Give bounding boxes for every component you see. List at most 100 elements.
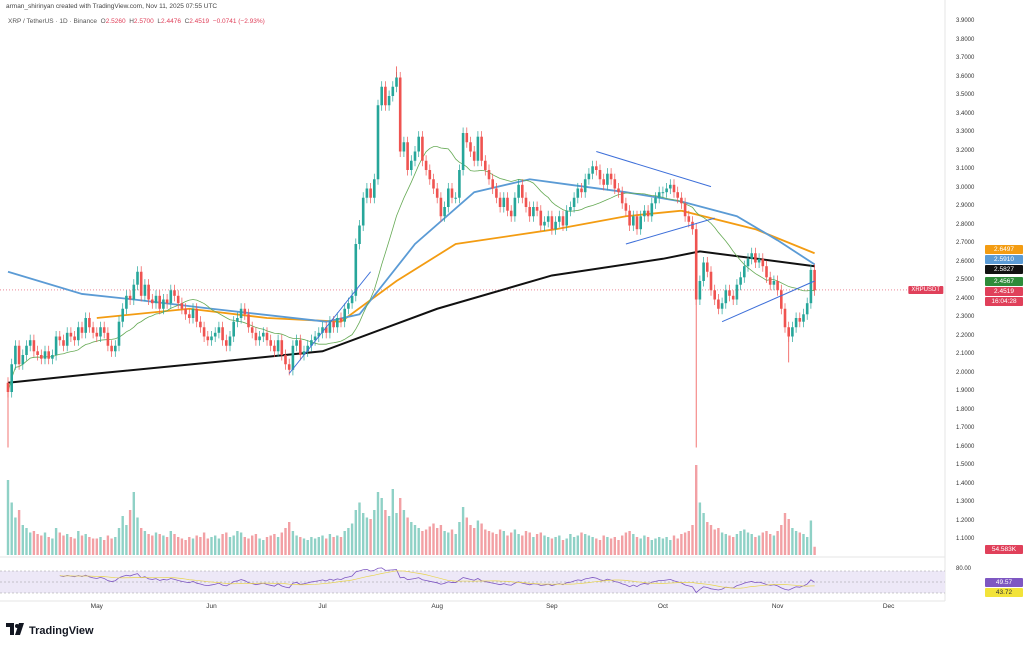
volume-bar: [84, 534, 87, 555]
volume-bar: [36, 534, 39, 555]
candle: [450, 188, 454, 198]
change-value: −0.0741 (−2.93%): [212, 18, 265, 25]
volume-bar: [280, 532, 283, 555]
volume-bar: [43, 532, 47, 555]
candle: [14, 345, 17, 365]
volume-bar: [665, 537, 668, 555]
volume-bar: [317, 537, 320, 555]
time-tick: Jul: [318, 603, 327, 610]
candle: [117, 321, 121, 346]
candle: [247, 314, 250, 328]
volume-bar: [754, 537, 757, 555]
rsi-level-label: 80.00: [956, 566, 972, 572]
price-tick: 3.1000: [956, 166, 975, 172]
volume-bar: [535, 534, 539, 555]
volume-bar: [273, 534, 276, 555]
price-tick: 3.6000: [956, 73, 975, 80]
candle: [602, 179, 605, 185]
candle: [624, 203, 628, 211]
volume-bar: [206, 538, 209, 555]
volume-bar: [587, 535, 591, 555]
candle: [91, 327, 95, 333]
volume-bar: [643, 535, 646, 555]
candle: [609, 173, 613, 180]
time-tick: Jun: [206, 603, 217, 610]
volume-bar: [221, 534, 224, 555]
volume-bar: [47, 537, 50, 555]
volume-bar: [735, 534, 739, 555]
volume-bar: [302, 538, 306, 555]
candle: [132, 284, 136, 300]
candle: [454, 197, 457, 199]
candle: [139, 271, 143, 296]
candle: [69, 332, 73, 337]
volume-bar: [532, 537, 535, 555]
candle: [654, 197, 657, 204]
volume-bar: [450, 529, 454, 555]
close-value: 2.4519: [189, 18, 210, 25]
volume-bar: [354, 510, 357, 555]
volume-bar: [632, 534, 635, 555]
candle: [332, 321, 335, 328]
candle: [169, 290, 173, 304]
candle: [143, 284, 147, 296]
candle: [232, 321, 235, 337]
candle: [313, 336, 317, 341]
candle: [754, 253, 757, 263]
trendline: [721, 280, 815, 323]
volume-bar: [402, 510, 406, 555]
high-value: 2.5700: [133, 18, 154, 25]
volume-bar: [465, 517, 468, 555]
price-tick: 1.8000: [956, 406, 975, 413]
candle: [646, 210, 650, 217]
volume-bar: [199, 537, 202, 555]
candle: [805, 303, 809, 315]
price-tick: 1.7000: [956, 425, 975, 431]
candle: [691, 221, 694, 230]
volume-bar: [547, 537, 550, 555]
volume-bar: [6, 480, 10, 555]
candle: [561, 216, 565, 226]
volume-bar: [410, 522, 413, 555]
candle: [635, 216, 639, 230]
candle: [310, 340, 313, 346]
volume-bar: [125, 525, 128, 555]
volume-bar: [598, 540, 602, 555]
volume-bar: [517, 534, 520, 555]
volume-bar: [114, 537, 117, 555]
candle: [350, 295, 354, 304]
volume-bar: [743, 529, 746, 555]
moving-average-line: [7, 178, 816, 323]
candle: [88, 318, 91, 328]
price-tick: 3.8000: [956, 36, 975, 43]
candle: [498, 197, 502, 207]
volume-bar: [395, 513, 398, 555]
volume-bar: [746, 532, 750, 555]
volume-bar: [572, 537, 576, 555]
volume-bar: [210, 537, 213, 555]
candle: [484, 160, 487, 170]
price-tick: 1.6000: [956, 443, 975, 450]
candle: [731, 295, 735, 300]
candle: [558, 216, 561, 222]
symbol-tag: XRPUSDT: [908, 286, 943, 294]
candle: [746, 258, 750, 267]
tradingview-logo[interactable]: TradingView: [6, 623, 94, 638]
candle: [128, 295, 132, 300]
volume-bar: [251, 535, 254, 555]
volume-bar: [106, 535, 110, 555]
price-tick: 3.4000: [956, 110, 975, 117]
volume-bar: [617, 540, 620, 555]
candle: [369, 188, 372, 198]
volume-bar: [502, 531, 505, 555]
ma-orange-tag: 2.6497: [985, 245, 1023, 254]
volume-bar: [99, 537, 102, 555]
candle: [524, 197, 528, 207]
volume-bar: [432, 523, 435, 555]
volume-bar: [672, 535, 676, 555]
volume-bar: [621, 535, 624, 555]
volume-bar: [95, 538, 98, 555]
candle: [417, 136, 420, 152]
